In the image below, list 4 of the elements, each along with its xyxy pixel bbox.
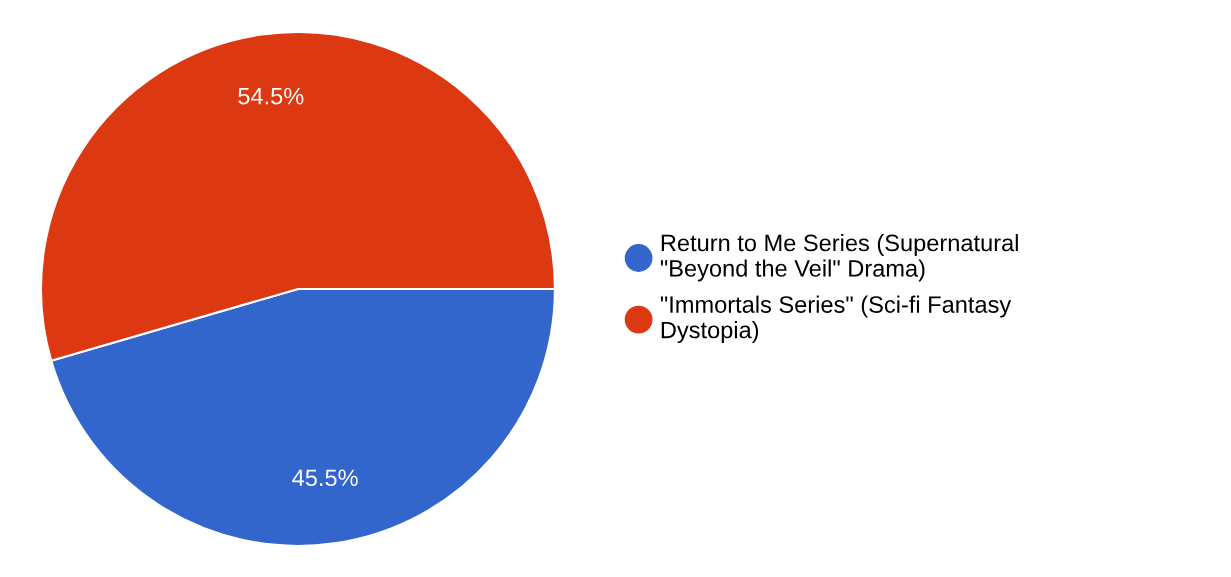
legend-label: Return to Me Series (Supernatural "Beyond the Veil" Drama) xyxy=(660,233,1018,282)
data-label: 45.5% xyxy=(292,469,358,487)
legend-label: "Immortals Series" (Sci-fi Fantasy Dystopia) xyxy=(660,295,1012,344)
data-label: 54.5% xyxy=(238,87,304,105)
